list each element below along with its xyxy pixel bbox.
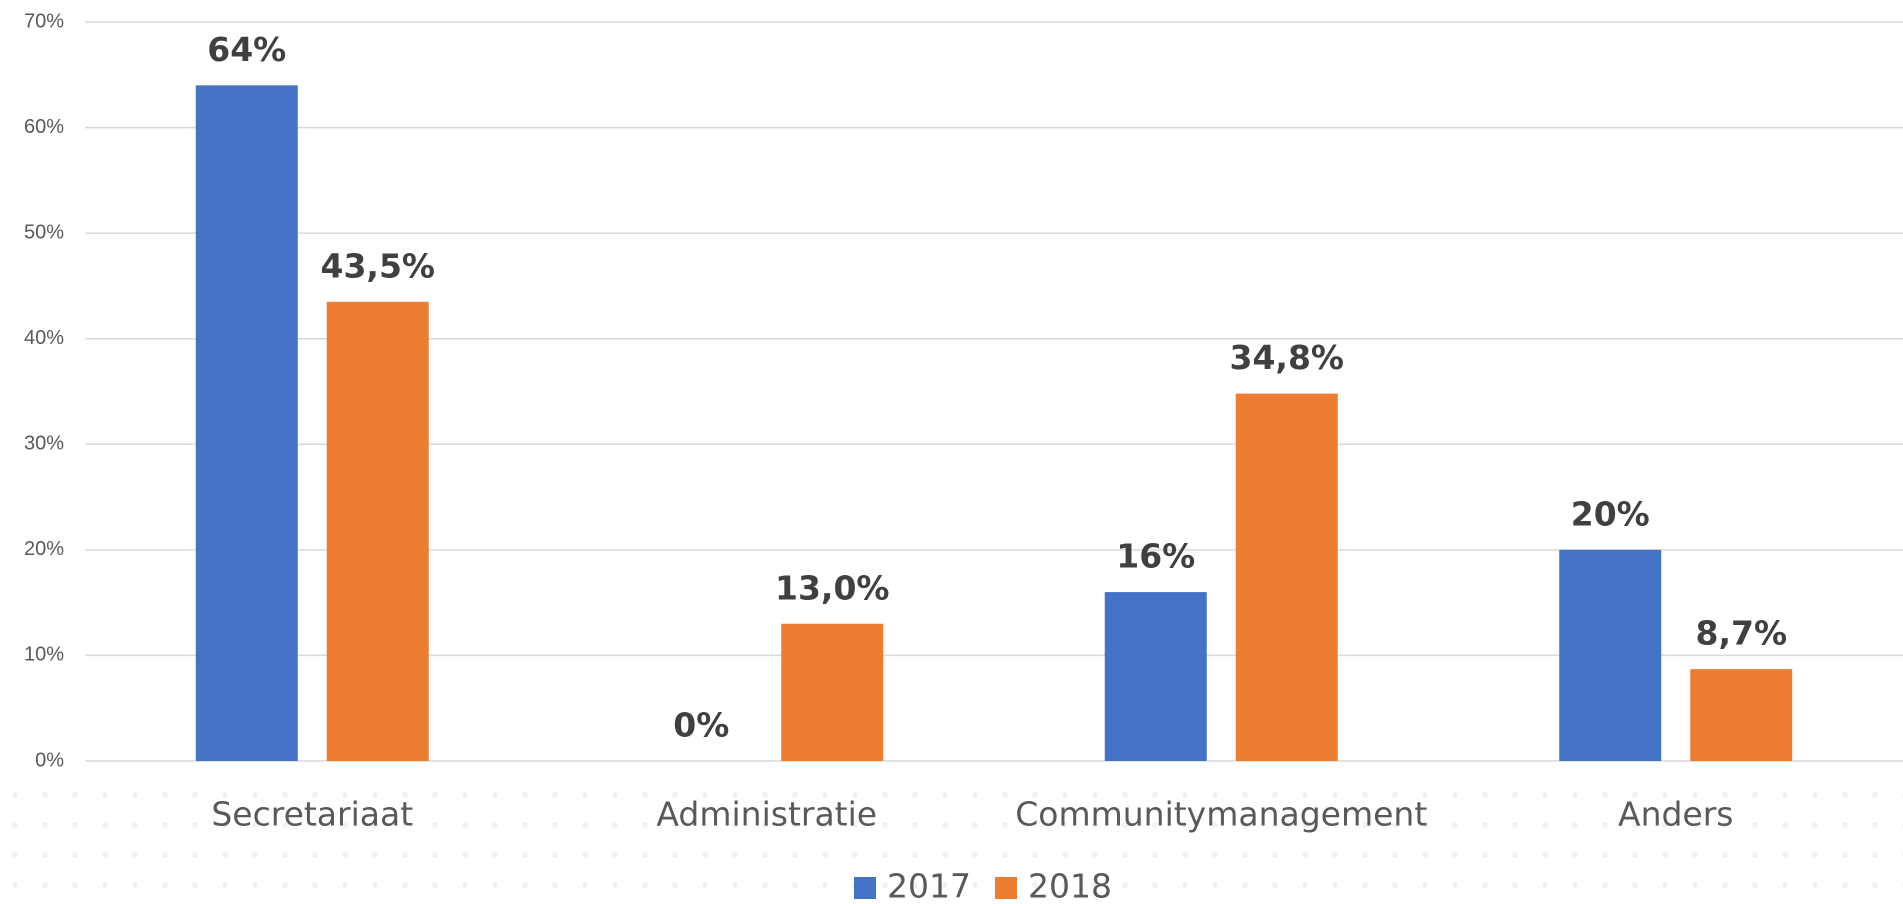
data-label: 13,0%	[775, 568, 890, 607]
data-label: 34,8%	[1230, 338, 1345, 377]
data-label: 43,5%	[321, 246, 436, 285]
bar	[326, 301, 429, 761]
bar	[781, 623, 884, 761]
bar	[1235, 393, 1338, 761]
bar	[1690, 669, 1793, 761]
legend-swatch	[995, 877, 1017, 899]
y-tick-label: 30%	[24, 433, 64, 455]
legend-label: 2018	[1028, 867, 1112, 904]
y-tick-label: 0%	[35, 749, 64, 771]
bar	[1104, 592, 1207, 761]
background-pattern	[0, 775, 1903, 890]
data-label: 8,7%	[1695, 614, 1787, 653]
y-tick-label: 10%	[24, 644, 64, 666]
y-tick-label: 60%	[24, 116, 64, 138]
data-label: 20%	[1571, 494, 1650, 533]
y-tick-label: 20%	[24, 538, 64, 560]
x-tick-label: Secretariaat	[211, 795, 413, 834]
bar	[1559, 549, 1662, 761]
data-label: 64%	[207, 30, 286, 69]
x-tick-label: Anders	[1618, 795, 1734, 834]
y-tick-label: 70%	[24, 10, 64, 32]
legend-swatch	[854, 877, 876, 899]
data-label: 0%	[673, 706, 729, 745]
y-tick-label: 40%	[24, 327, 64, 349]
y-tick-label: 50%	[24, 221, 64, 243]
data-label: 16%	[1116, 537, 1195, 576]
x-tick-label: Administratie	[656, 795, 877, 834]
legend-label: 2017	[887, 867, 971, 904]
x-tick-label: Communitymanagement	[1015, 795, 1427, 834]
bar	[195, 85, 298, 762]
